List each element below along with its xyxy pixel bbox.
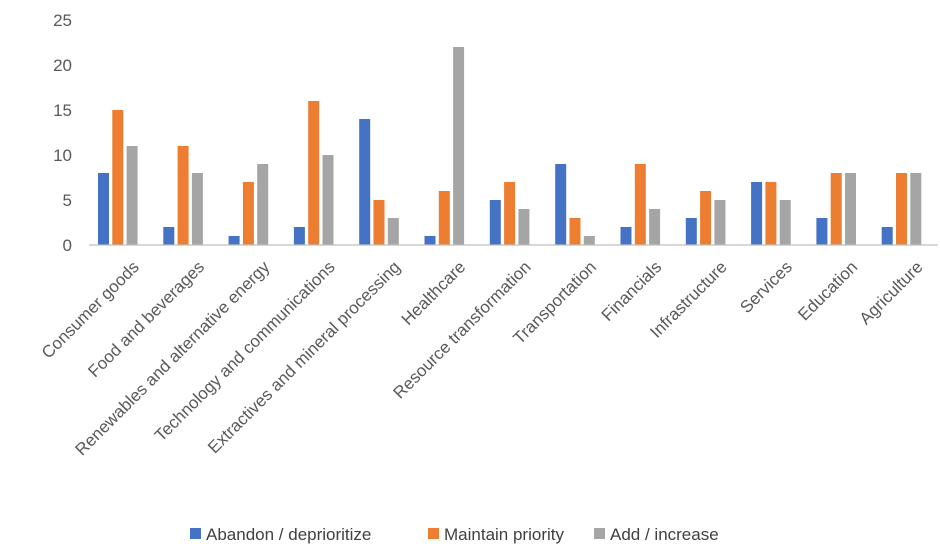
bar bbox=[308, 101, 320, 245]
legend-swatch bbox=[428, 528, 439, 539]
bar bbox=[620, 227, 632, 245]
category-label: Financials bbox=[598, 257, 666, 325]
bar bbox=[293, 227, 305, 245]
bar bbox=[387, 218, 399, 245]
bar bbox=[191, 173, 203, 245]
bar bbox=[896, 173, 907, 245]
bar bbox=[845, 173, 856, 245]
bar bbox=[242, 182, 254, 245]
y-tick-label: 15 bbox=[53, 101, 72, 120]
bar bbox=[126, 146, 138, 245]
category-label: Healthcare bbox=[398, 257, 470, 329]
legend-label: Abandon / deprioritize bbox=[206, 525, 371, 544]
bar bbox=[98, 173, 109, 245]
bar bbox=[910, 173, 922, 245]
category-label: Food and beverages bbox=[84, 257, 208, 381]
bar bbox=[438, 191, 450, 245]
bar bbox=[634, 164, 646, 245]
bar bbox=[816, 218, 828, 245]
y-tick-label: 0 bbox=[63, 236, 72, 255]
bar bbox=[649, 209, 661, 245]
category-label: Agriculture bbox=[856, 257, 927, 328]
bar bbox=[112, 110, 124, 245]
y-tick-label: 5 bbox=[63, 191, 72, 210]
bar bbox=[228, 236, 240, 245]
bar bbox=[177, 146, 189, 245]
category-label: Education bbox=[794, 257, 861, 324]
bar bbox=[322, 155, 334, 245]
y-axis-ticks: 0 5 10 15 20 25 bbox=[53, 11, 72, 255]
bar bbox=[453, 47, 465, 245]
y-tick-label: 10 bbox=[53, 146, 72, 165]
bar bbox=[765, 182, 777, 245]
bar bbox=[373, 200, 385, 245]
bar bbox=[518, 209, 530, 245]
bar bbox=[163, 227, 175, 245]
legend-label: Add / increase bbox=[610, 525, 719, 544]
bar bbox=[779, 200, 791, 245]
bar bbox=[504, 182, 516, 245]
legend: Abandon / deprioritize Maintain priority A… bbox=[190, 525, 719, 544]
y-tick-label: 25 bbox=[53, 11, 72, 30]
bar bbox=[257, 164, 269, 245]
bar bbox=[685, 218, 697, 245]
bar bbox=[424, 236, 436, 245]
bar bbox=[569, 218, 581, 245]
bar bbox=[555, 164, 567, 245]
category-label: Services bbox=[736, 257, 796, 317]
bar bbox=[714, 200, 726, 245]
bars bbox=[98, 47, 922, 245]
legend-swatch bbox=[190, 528, 201, 539]
legend-label: Maintain priority bbox=[444, 525, 564, 544]
bar bbox=[489, 200, 501, 245]
bar bbox=[751, 182, 763, 245]
legend-swatch bbox=[594, 528, 605, 539]
bar bbox=[583, 236, 595, 245]
bar bbox=[359, 119, 371, 245]
bar bbox=[881, 227, 893, 245]
bar bbox=[700, 191, 712, 245]
y-tick-label: 20 bbox=[53, 56, 72, 75]
bar bbox=[830, 173, 842, 245]
